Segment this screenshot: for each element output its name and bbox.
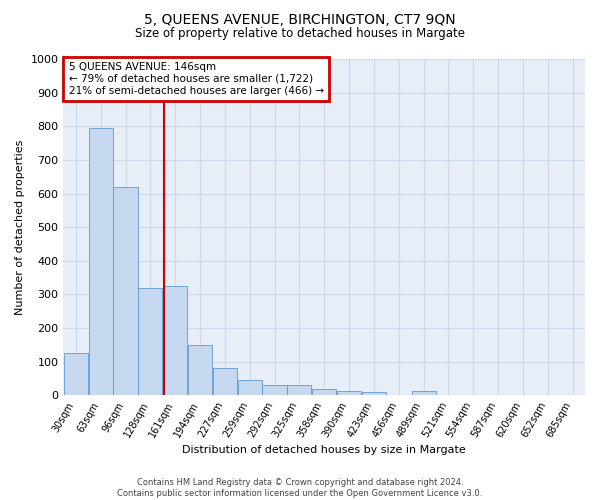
Bar	[412, 392, 436, 396]
Text: 5, QUEENS AVENUE, BIRCHINGTON, CT7 9QN: 5, QUEENS AVENUE, BIRCHINGTON, CT7 9QN	[144, 12, 456, 26]
Bar	[163, 286, 187, 396]
Bar	[262, 386, 287, 396]
Bar	[64, 354, 88, 396]
Bar	[89, 128, 113, 396]
X-axis label: Distribution of detached houses by size in Margate: Distribution of detached houses by size …	[182, 445, 466, 455]
Bar	[312, 388, 336, 396]
Bar	[213, 368, 237, 396]
Bar	[238, 380, 262, 396]
Bar	[188, 345, 212, 396]
Text: 5 QUEENS AVENUE: 146sqm
← 79% of detached houses are smaller (1,722)
21% of semi: 5 QUEENS AVENUE: 146sqm ← 79% of detache…	[68, 62, 324, 96]
Bar	[287, 386, 311, 396]
Bar	[139, 288, 163, 396]
Text: Size of property relative to detached houses in Margate: Size of property relative to detached ho…	[135, 28, 465, 40]
Text: Contains HM Land Registry data © Crown copyright and database right 2024.
Contai: Contains HM Land Registry data © Crown c…	[118, 478, 482, 498]
Y-axis label: Number of detached properties: Number of detached properties	[15, 140, 25, 315]
Bar	[113, 187, 137, 396]
Bar	[337, 392, 361, 396]
Bar	[362, 392, 386, 396]
